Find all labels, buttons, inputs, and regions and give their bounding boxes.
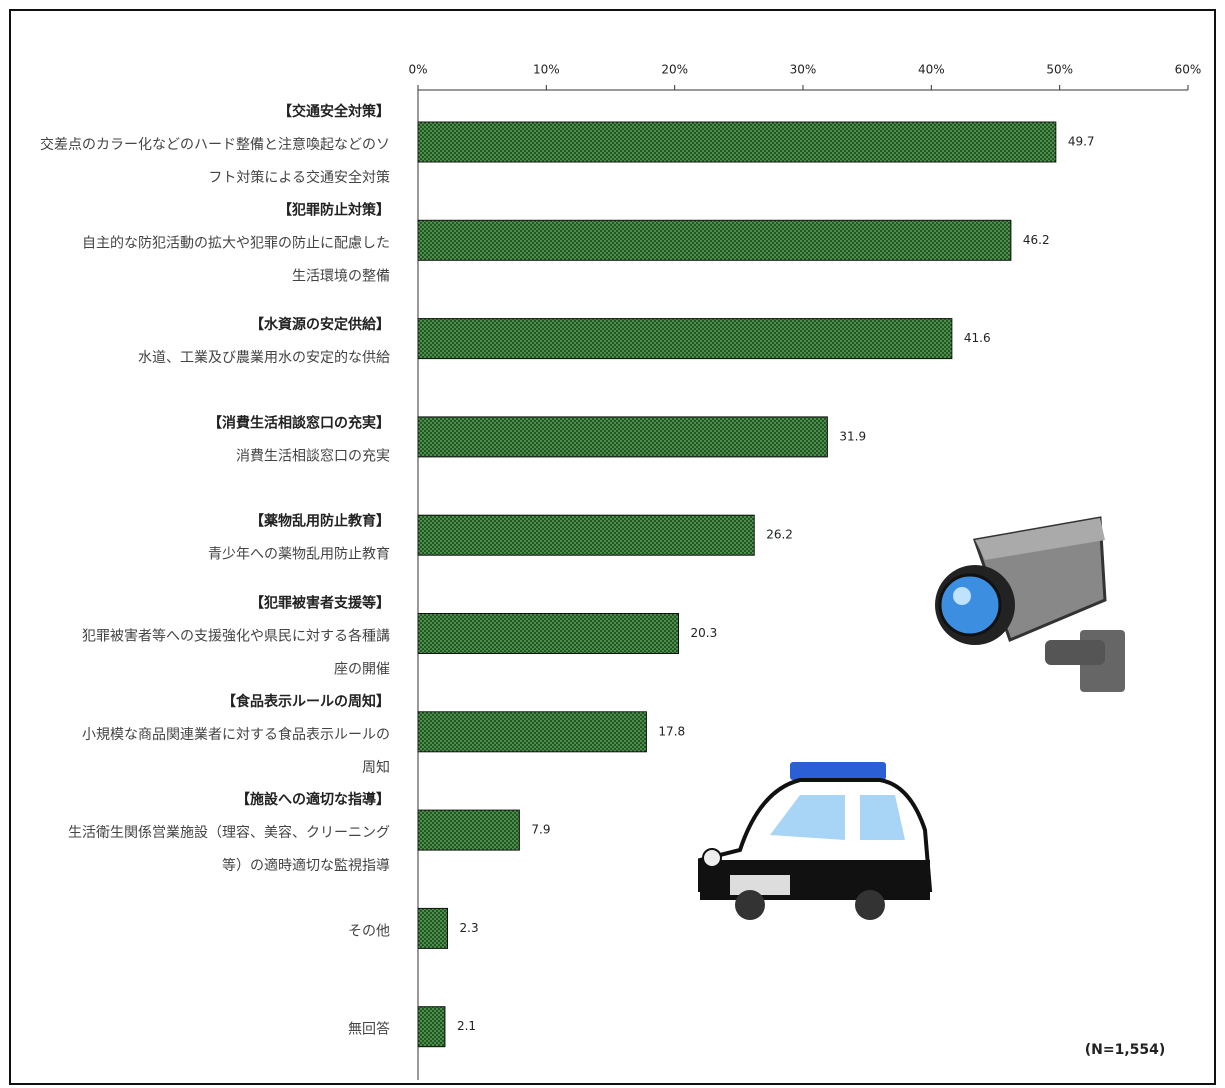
bar [417,613,680,654]
x-tick-label: 10% [533,63,560,77]
bar [417,1006,446,1048]
bar [417,711,647,753]
bar [417,219,1012,261]
x-tick-label: 40% [918,63,945,77]
category-heading: 【食品表示ルールの周知】 [222,693,390,710]
category-label: 青少年への薬物乱用防止教育 [208,547,390,563]
value-label: 17.8 [658,724,685,738]
bar [417,416,828,458]
category-label: 自主的な防犯活動の拡大や犯罪の防止に配慮した [82,235,390,251]
category-label: 小規模な商品関連業者に対する食品表示ルールの [82,726,390,743]
x-tick-label: 60% [1175,63,1202,77]
category-label: 生活環境の整備 [292,268,390,284]
value-label: 2.1 [457,1019,476,1033]
bar [417,907,449,949]
category-heading: 【施設への適切な指導】 [236,791,390,808]
category-heading: 【交通安全対策】 [278,103,390,120]
camera-illustration [935,516,1125,692]
bar [417,318,953,360]
x-tick-label: 20% [661,63,688,77]
category-label: 消費生活相談窓口の充実 [236,447,390,464]
category-label: 生活衛生関係営業施設（理容、美容、クリーニング [68,824,390,841]
category-label: 水道、工業及び農業用水の安定的な供給 [138,350,390,366]
category-label: 交差点のカラー化などのハード整備と注意喚起などのソ [40,136,390,153]
category-label: 犯罪被害者等への支援強化や県民に対する各種講 [82,628,390,645]
category-heading: 【薬物乱用防止教育】 [250,513,390,530]
category-heading: 【犯罪防止対策】 [278,201,390,218]
value-label: 20.3 [691,626,718,640]
police-car-illustration [698,762,933,920]
category-label: その他 [348,923,390,939]
x-tick-label: 0% [408,63,427,77]
category-heading: 【消費生活相談窓口の充実】 [208,414,390,431]
value-label: 46.2 [1023,233,1050,247]
category-label: 座の開催 [334,662,390,678]
category-label: 無回答 [348,1021,390,1038]
category-heading: 【水資源の安定供給】 [250,316,390,333]
value-label: 2.3 [460,921,479,935]
category-label: フト対策による交通安全対策 [208,169,390,186]
annotation: (N=1,554) [1085,1042,1166,1058]
value-label: 7.9 [531,823,550,837]
x-tick-label: 50% [1046,63,1073,77]
value-label: 31.9 [839,429,866,443]
category-heading: 【犯罪被害者支援等】 [250,595,390,612]
bar [417,514,755,556]
category-label: 等）の適時適切な監視指導 [222,857,390,874]
bar [417,809,520,851]
frame [9,9,1216,1085]
value-label: 41.6 [964,331,991,345]
x-tick-label: 30% [790,63,817,77]
value-label: 49.7 [1068,135,1095,149]
bar [417,121,1057,163]
category-label: 周知 [362,759,390,776]
value-label: 26.2 [766,528,793,542]
